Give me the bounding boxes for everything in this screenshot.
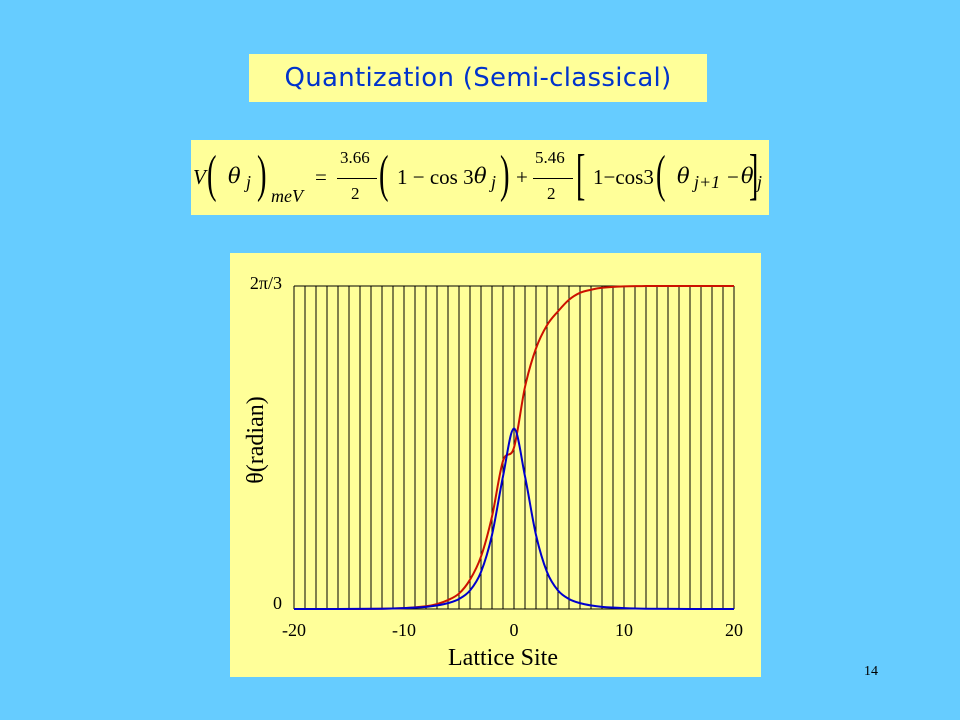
series-layer — [293, 285, 735, 611]
x-tick-label: -10 — [392, 620, 416, 640]
formula-plus: + — [516, 165, 528, 189]
x-tick-label: 20 — [725, 620, 743, 640]
formula-paren-close-2: ) — [500, 146, 510, 203]
formula-subscript-j-plus-1: j+1 — [694, 172, 721, 192]
formula-unit-subscript: meV — [271, 186, 303, 206]
formula-theta-4: θ — [741, 164, 754, 188]
formula-bracket-open: [ — [576, 144, 586, 206]
formula-equals: = — [315, 165, 327, 189]
formula-coef1-numerator: 3.66 — [340, 148, 370, 167]
x-tick-label: 0 — [510, 620, 519, 640]
blue-series-line — [293, 427, 735, 611]
formula-fraction-bar-2 — [533, 178, 573, 180]
plot-panel: -20 -10 0 10 20 0 2π/3 Lattice Site θ(radian) — [230, 253, 761, 677]
formula-minus: − — [727, 165, 739, 189]
x-tick-label: 10 — [615, 620, 633, 640]
formula-v: V — [193, 165, 206, 189]
y-tick-label: 2π/3 — [250, 273, 282, 293]
formula-coef2-denominator: 2 — [547, 184, 556, 203]
formula-paren-open: ( — [207, 146, 217, 203]
x-tick-label: -20 — [282, 620, 306, 640]
y-tick-label: 0 — [273, 593, 282, 613]
formula-coef1-denominator: 2 — [351, 184, 360, 203]
page-number: 14 — [864, 664, 878, 679]
formula-theta-2: θ — [474, 164, 487, 188]
formula-paren-close: ) — [257, 146, 267, 203]
x-axis-label: Lattice Site — [448, 645, 558, 671]
formula-theta-3: θ — [677, 164, 690, 188]
formula-theta: θ — [228, 164, 241, 188]
formula-one-minus-cos-3: 1 − cos 3 — [397, 165, 474, 189]
formula-one-minus-cos3: 1−cos3 — [593, 165, 654, 189]
formula-paren-open-3: ( — [656, 146, 666, 203]
line-chart: -20 -10 0 10 20 0 2π/3 Lattice Site θ(radian) — [243, 273, 743, 671]
formula-paren-open-2: ( — [379, 146, 389, 203]
potential-formula: V ( θ j ) meV = 3.66 2 ( 1 − cos 3 θ j )… — [191, 140, 769, 215]
formula-coef2-numerator: 5.46 — [535, 148, 565, 167]
formula-bracket-close: ] — [749, 144, 759, 206]
formula-subscript-j-3: j — [757, 172, 763, 192]
formula-fraction-bar-1 — [337, 178, 377, 180]
slide-title: Quantization (Semi-classical) — [249, 54, 707, 102]
formula-subscript-j: j — [246, 172, 252, 192]
formula-subscript-j-2: j — [491, 172, 497, 192]
y-axis-label: θ(radian) — [243, 396, 269, 483]
tick-labels: -20 -10 0 10 20 0 2π/3 — [250, 273, 743, 640]
